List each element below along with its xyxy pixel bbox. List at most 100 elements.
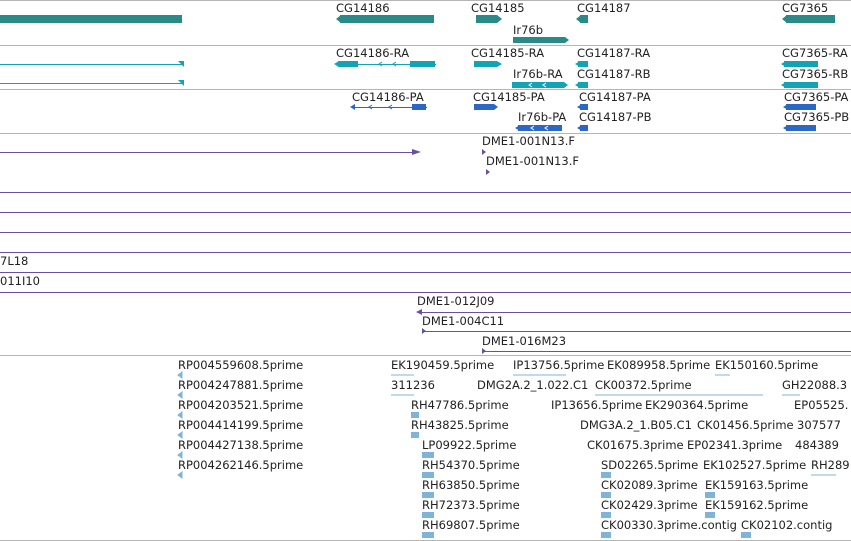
gene-feature[interactable] [476, 15, 497, 23]
cds-label[interactable]: CG14187-PA [579, 90, 651, 104]
transcript-label[interactable]: Ir76b-RA [513, 67, 563, 81]
cds-label[interactable]: CG7365-PB [784, 110, 850, 124]
gene-label[interactable]: CG14185 [471, 1, 525, 15]
transcript-line[interactable] [0, 64, 184, 65]
est-label[interactable]: EK102527.5prime [703, 458, 807, 472]
transcript-exon[interactable] [784, 61, 818, 67]
gene-label[interactable]: CG14187 [577, 1, 631, 15]
est-label[interactable]: IP13756.5prime [513, 358, 605, 372]
cds-exon[interactable] [474, 104, 494, 110]
clone-line[interactable] [482, 351, 851, 352]
clone-label[interactable]: DME1-016M23 [482, 334, 567, 348]
est-label[interactable]: RH69807.5prime [422, 518, 520, 532]
clone-label[interactable]: DME1-001N13.F [482, 134, 575, 148]
est-label[interactable]: RP004559608.5prime [178, 358, 304, 372]
clone-line[interactable] [0, 212, 851, 213]
transcript-exon[interactable] [578, 61, 588, 67]
clone-label[interactable]: 011I10 [0, 274, 40, 288]
transcript-label[interactable]: CG14187-RB [577, 67, 651, 81]
est-label[interactable]: RP004262146.5prime [178, 458, 304, 472]
cds-exon[interactable] [786, 125, 816, 131]
transcript-line[interactable] [358, 64, 436, 65]
clone-label[interactable]: 7L18 [0, 254, 29, 268]
clone-line[interactable] [422, 331, 851, 332]
cds-label[interactable]: Ir76b-PA [518, 110, 567, 124]
cds-exon[interactable] [580, 125, 588, 131]
clone-line[interactable] [0, 192, 851, 193]
gene-feature[interactable] [580, 15, 588, 23]
transcript-exon[interactable] [410, 61, 435, 67]
est-label[interactable]: 484389 [795, 438, 839, 452]
transcript-label[interactable]: CG7365-RB [782, 67, 849, 81]
gene-feature[interactable] [0, 15, 182, 23]
est-label[interactable]: RH43825.5prime [411, 418, 509, 432]
est-label[interactable]: CK01456.5prime [697, 418, 794, 432]
est-label[interactable]: RH63850.5prime [422, 478, 520, 492]
transcript-line[interactable] [0, 83, 184, 84]
gene-label[interactable]: CG14186 [336, 1, 390, 15]
est-label[interactable]: 311236 [391, 378, 435, 392]
est-label[interactable]: EK290364.5prime [645, 398, 749, 412]
gene-feature[interactable] [340, 15, 434, 23]
est-label[interactable]: CK00330.3prime.contig [601, 518, 737, 532]
est-label[interactable]: RH54370.5prime [422, 458, 520, 472]
transcript-exon[interactable] [512, 82, 564, 88]
est-label[interactable]: EK190459.5prime [391, 358, 495, 372]
est-label[interactable]: CK02102.contig [741, 518, 833, 532]
est-label[interactable]: RH72373.5prime [422, 498, 520, 512]
est-label[interactable]: DMG3A.2_1.B05.C1 [580, 418, 692, 432]
transcript-exon[interactable] [784, 82, 818, 88]
est-label[interactable]: RP004427138.5prime [178, 438, 304, 452]
clone-line[interactable] [0, 252, 851, 253]
est-label[interactable]: RP004247881.5prime [178, 378, 304, 392]
clone-line[interactable] [0, 272, 851, 273]
cds-exon[interactable] [412, 104, 426, 110]
gene-feature[interactable] [786, 15, 835, 23]
est-label[interactable]: 307577 [797, 418, 841, 432]
cds-label[interactable]: CG14186-PA [352, 90, 424, 104]
clone-line[interactable] [0, 152, 418, 153]
transcript-label[interactable]: CG14187-RA [577, 46, 651, 60]
est-label[interactable]: CK02089.3prime [601, 478, 698, 492]
cds-exon[interactable] [786, 104, 816, 110]
est-label[interactable]: EP02341.3prime [687, 438, 783, 452]
gene-feature[interactable] [513, 37, 565, 43]
transcript-exon[interactable] [474, 61, 497, 67]
clone-line[interactable] [0, 232, 851, 233]
est-label[interactable]: EP05525. [794, 398, 849, 412]
est-label[interactable]: EK159163.5prime [705, 478, 809, 492]
clone-label[interactable]: DME1-001N13.F [486, 154, 579, 168]
est-label[interactable]: IP13656.5prime [551, 398, 643, 412]
clone-label[interactable]: DME1-012J09 [417, 294, 495, 308]
est-label[interactable]: GH22088.3 [782, 378, 848, 392]
est-label[interactable]: RH289 [811, 458, 850, 472]
est-label[interactable]: EK089958.5prime [607, 358, 711, 372]
est-label[interactable]: CK02429.3prime [601, 498, 698, 512]
clone-label[interactable]: DME1-004C11 [422, 314, 505, 328]
clone-line[interactable] [418, 312, 851, 313]
est-label[interactable]: RP004414199.5prime [178, 418, 304, 432]
est-label[interactable]: EK150160.5prime [715, 358, 819, 372]
transcript-label[interactable]: CG14186-RA [336, 46, 410, 60]
est-label[interactable]: LP09922.5prime [422, 438, 517, 452]
est-label[interactable]: EK159162.5prime [705, 498, 809, 512]
est-label[interactable]: DMG2A.2_1.022.C1 [477, 378, 589, 392]
transcript-exon[interactable] [338, 61, 358, 67]
est-label[interactable]: RH47786.5prime [411, 398, 509, 412]
gene-label[interactable]: Ir76b [513, 23, 544, 37]
cds-label[interactable]: CG14187-PB [579, 110, 652, 124]
est-label[interactable]: CK01675.3prime [587, 438, 684, 452]
cds-label[interactable]: CG7365-PA [784, 90, 849, 104]
est-label[interactable]: RP004203521.5prime [178, 398, 304, 412]
transcript-exon[interactable] [578, 82, 588, 88]
transcript-label[interactable]: CG7365-RA [782, 46, 848, 60]
cds-exon[interactable] [580, 104, 588, 110]
est-label[interactable]: CK00372.5prime [595, 378, 692, 392]
cds-label[interactable]: CG14185-PA [473, 90, 545, 104]
est-label[interactable]: SD02265.5prime [601, 458, 699, 472]
transcript-label[interactable]: CG14185-RA [471, 46, 545, 60]
cds-exon[interactable] [518, 125, 562, 131]
gene-label[interactable]: CG7365 [782, 1, 829, 15]
clone-line[interactable] [0, 292, 851, 293]
